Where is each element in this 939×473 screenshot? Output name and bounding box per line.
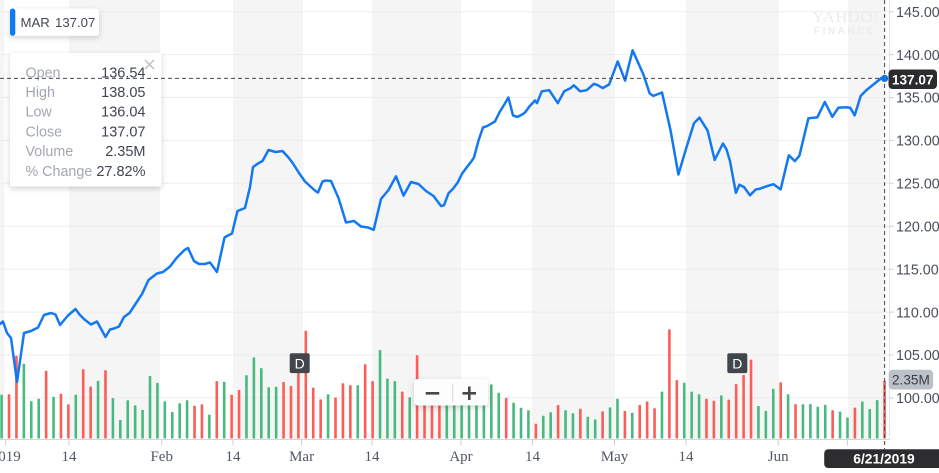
svg-text:Feb: Feb [150,449,173,465]
svg-text:YAHOO!: YAHOO! [812,9,879,26]
svg-text:135.00: 135.00 [896,91,939,107]
svg-text:110.00: 110.00 [896,305,939,321]
svg-text:136.54: 136.54 [101,65,145,81]
svg-text:2.35M: 2.35M [892,373,930,388]
svg-text:100.00: 100.00 [896,391,939,407]
svg-text:2019: 2019 [0,449,21,465]
svg-text:120.00: 120.00 [896,219,939,235]
svg-text:137.07: 137.07 [101,124,145,140]
svg-text:14: 14 [679,449,695,465]
svg-text:6/21/2019: 6/21/2019 [853,452,915,467]
svg-text:125.00: 125.00 [896,177,939,193]
svg-text:145.00: 145.00 [896,5,939,21]
svg-text:Volume: Volume [26,144,74,160]
svg-text:14: 14 [365,449,381,465]
svg-text:136.04: 136.04 [101,105,145,121]
svg-text:14: 14 [226,449,242,465]
svg-text:Close: Close [26,124,63,140]
svg-text:Low: Low [26,105,53,121]
svg-text:% Change: % Change [26,164,93,180]
svg-text:130.00: 130.00 [896,134,939,150]
svg-text:MAR: MAR [21,15,50,30]
svg-text:D: D [732,355,742,371]
svg-text:137.07: 137.07 [892,72,934,87]
svg-text:115.00: 115.00 [896,262,939,278]
svg-text:May: May [601,449,629,465]
svg-text:2.35M: 2.35M [105,144,145,160]
svg-text:14: 14 [525,449,541,465]
svg-text:Apr: Apr [449,449,472,465]
svg-text:Mar: Mar [289,449,314,465]
svg-text:140.00: 140.00 [896,48,939,64]
svg-text:105.00: 105.00 [896,348,939,364]
svg-text:137.07: 137.07 [55,15,95,30]
svg-text:FINANCE: FINANCE [814,26,876,37]
svg-text:D: D [295,355,305,371]
svg-text:High: High [26,85,55,101]
svg-text:Open: Open [26,65,61,81]
svg-text:Jun: Jun [768,449,789,465]
svg-text:27.82%: 27.82% [96,164,145,180]
svg-text:14: 14 [62,449,78,465]
svg-text:138.05: 138.05 [101,85,145,101]
